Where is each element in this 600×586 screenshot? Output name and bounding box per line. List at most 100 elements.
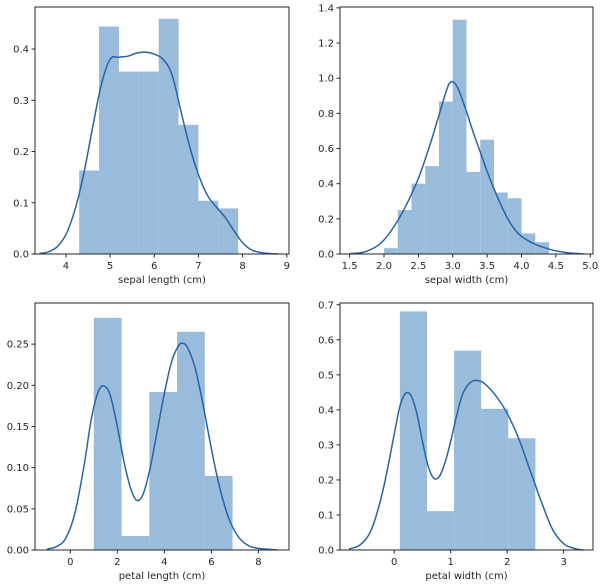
histogram-bar	[426, 511, 455, 550]
x-axis-ticks: 1.5 2.0 2.5 3.0 3.5 4.0 4.5 5.0	[342, 254, 598, 272]
y-tick-label: 0.5	[318, 370, 334, 381]
x-axis-ticks: 0 2 4 6 8	[67, 550, 262, 568]
x-tick-label: 4	[63, 261, 69, 272]
x-tick-label: 2.0	[376, 261, 392, 272]
y-tick-label: 0.3	[13, 96, 29, 107]
x-tick-label: 2	[114, 557, 120, 568]
histogram-bar	[118, 71, 139, 254]
histogram-bar	[138, 71, 159, 254]
x-axis-ticks: 4 5 6 7 8 9	[63, 254, 290, 272]
x-tick-label: 8	[239, 261, 245, 272]
axes-frame	[34, 6, 290, 255]
x-tick-label: 5	[107, 261, 113, 272]
y-tick-label: 0.10	[7, 463, 29, 474]
histogram-bar	[218, 208, 239, 254]
x-tick-label: 8	[255, 557, 261, 568]
x-tick-label: 4.0	[514, 261, 530, 272]
x-tick-label: 5.0	[582, 261, 598, 272]
histogram-bars	[79, 18, 239, 254]
x-tick-label: 1.5	[342, 261, 358, 272]
subplot-sepal-width: 1.5 2.0 2.5 3.0 3.5 4.0 4.5 5.0 0.0 0.2 0.4 0.6 0.8…	[318, 3, 598, 286]
histogram-bar	[494, 192, 508, 254]
histogram-bars	[384, 19, 549, 254]
x-tick-label: 3	[560, 557, 566, 568]
histogram-bar	[121, 536, 150, 550]
subplot-petal-width: 0 1 2 3 0.0 0.1 0.2 0.3 0.4 0.5 0.6 0.7 petal widt…	[318, 300, 594, 582]
x-tick-label: 9	[284, 261, 290, 272]
y-tick-label: 0.1	[318, 510, 334, 521]
x-tick-label: 3.5	[479, 261, 495, 272]
histogram-bar	[397, 210, 412, 254]
histogram-bars	[93, 317, 233, 550]
kde-curve	[348, 379, 584, 551]
histogram-bar	[384, 248, 398, 254]
x-tick-label: 2	[504, 557, 510, 568]
histogram-bar	[454, 350, 482, 550]
x-axis-label: sepal length (cm)	[118, 275, 206, 286]
histogram-bar	[93, 317, 122, 550]
histogram-bar	[399, 311, 427, 550]
y-tick-label: 0.6	[318, 335, 334, 346]
kde-curve	[46, 342, 278, 551]
y-tick-label: 0.15	[7, 422, 29, 433]
y-axis-ticks: 0.00 0.05 0.10 0.15 0.20 0.25	[7, 340, 35, 557]
x-tick-label: 6	[208, 557, 214, 568]
x-tick-label: 4.5	[548, 261, 564, 272]
y-axis-ticks: 0.0 0.1 0.2 0.3 0.4	[13, 45, 35, 261]
y-tick-label: 0.0	[318, 250, 334, 261]
x-axis-label: petal width (cm)	[425, 571, 507, 582]
y-axis-ticks: 0.0 0.2 0.4 0.6 0.8 1.0 1.2 1.4	[318, 3, 340, 261]
x-tick-label: 6	[151, 261, 157, 272]
x-tick-label: 1	[448, 557, 454, 568]
x-tick-label: 4	[161, 557, 167, 568]
y-tick-label: 0.05	[7, 504, 29, 515]
y-tick-label: 0.20	[7, 381, 29, 392]
histogram-bar	[204, 475, 233, 550]
y-tick-label: 0.8	[318, 109, 334, 120]
y-tick-label: 1.0	[318, 74, 334, 85]
y-tick-label: 0.25	[7, 340, 29, 351]
y-tick-label: 0.0	[318, 546, 334, 557]
histogram-bar	[411, 183, 426, 254]
x-axis-label: sepal width (cm)	[425, 275, 509, 286]
y-tick-label: 1.4	[318, 3, 334, 14]
axes-frame	[339, 302, 594, 551]
histogram-bar	[149, 391, 178, 550]
histogram-bar	[439, 101, 453, 254]
y-tick-label: 0.4	[13, 45, 29, 56]
x-axis-label: petal length (cm)	[119, 571, 206, 582]
subplot-sepal-length: 4 5 6 7 8 9 0.0 0.1 0.2 0.3 0.4 sepal length (cm)	[13, 6, 290, 286]
x-axis-ticks: 0 1 2 3	[391, 550, 567, 568]
y-tick-label: 0.3	[318, 440, 334, 451]
x-tick-label: 0	[391, 557, 397, 568]
histogram-bar	[177, 331, 205, 550]
axes-frame	[339, 6, 594, 255]
histogram-bar	[198, 200, 219, 254]
histogram-bar	[158, 18, 179, 254]
histogram-bar	[99, 26, 119, 254]
histogram-bar	[481, 408, 509, 550]
y-tick-label: 0.7	[318, 300, 334, 311]
histogram-bar	[425, 166, 439, 254]
kde-curve	[39, 51, 279, 255]
y-tick-label: 0.0	[13, 250, 29, 261]
y-tick-label: 0.2	[13, 147, 29, 158]
histogram-bar	[466, 171, 481, 254]
histogram-bar	[535, 242, 549, 254]
y-tick-label: 0.6	[318, 144, 334, 155]
x-tick-label: 3.0	[445, 261, 461, 272]
subplot-petal-length: 0 2 4 6 8 0.00 0.05 0.10 0.15 0.20 0.25 petal len…	[7, 302, 290, 582]
histogram-bar	[480, 139, 494, 254]
y-tick-label: 0.2	[318, 475, 334, 486]
x-tick-label: 7	[195, 261, 201, 272]
y-tick-label: 0.4	[318, 405, 334, 416]
histogram-bar	[507, 198, 522, 254]
y-tick-label: 0.1	[13, 198, 29, 209]
x-tick-label: 2.5	[410, 261, 426, 272]
histogram-bar	[508, 438, 536, 550]
y-tick-label: 0.2	[318, 214, 334, 225]
x-tick-label: 0	[67, 557, 73, 568]
histogram-bars	[399, 311, 536, 550]
y-tick-label: 0.4	[318, 179, 334, 190]
histogram-bar	[452, 19, 467, 254]
